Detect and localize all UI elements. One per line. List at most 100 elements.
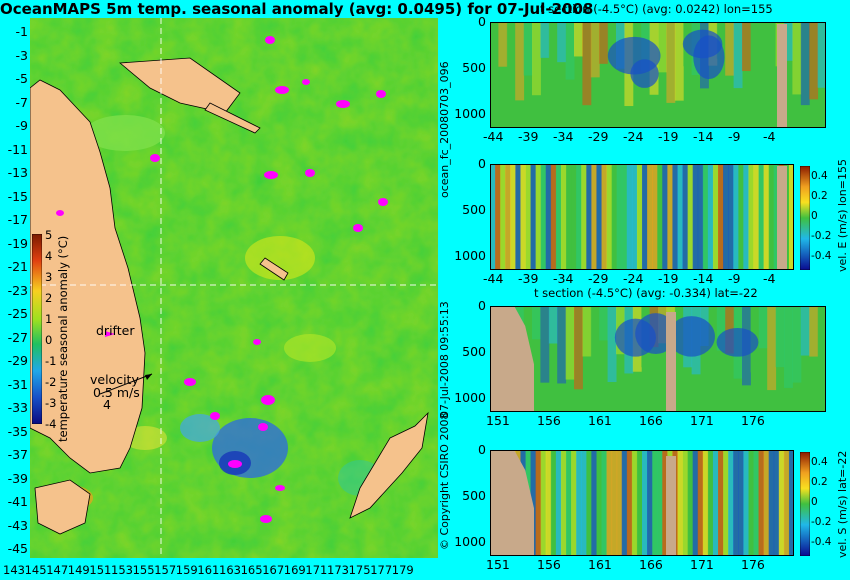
drifters[interactable]: [56, 36, 388, 523]
lon-tick-label: 179: [391, 563, 414, 577]
section-colorbar-tick: 0: [811, 496, 818, 508]
colorbar-tick-label: 3: [45, 270, 53, 284]
section-x-tick: 166: [639, 413, 663, 428]
section-x-tick: 171: [690, 413, 714, 428]
lat-tick-label: -31: [7, 376, 28, 392]
section-x-tick: -44: [483, 129, 504, 144]
lon-tick-label: 153: [111, 563, 133, 577]
lat-tick-label: -41: [7, 494, 28, 509]
section-depth-tick: 500: [462, 202, 486, 217]
section-x-tick: -4: [763, 271, 776, 286]
section-panel-4[interactable]: [490, 450, 794, 556]
anomaly-map[interactable]: [30, 18, 438, 558]
lat-tick-label: -3: [15, 47, 28, 63]
section-colorbar-tick: -0.4: [811, 250, 832, 262]
copyright-label: © Copyright CSIRO 2008: [438, 412, 451, 550]
lat-tick-label: -13: [7, 165, 28, 180]
lon-tick-label: 155: [132, 563, 155, 577]
section-depth-tick: 1000: [454, 534, 486, 549]
section-depth-tick: 1000: [454, 106, 486, 121]
lon-tick-label: 169: [283, 563, 306, 577]
lat-tick-label: -11: [7, 141, 28, 157]
colorbar-tick-label: 2: [45, 291, 53, 305]
section-colorbar-tick: -0.2: [811, 230, 832, 242]
section-x-tick: -29: [588, 129, 609, 144]
colorbar-label: temperature seasonal anomaly (°C): [56, 235, 70, 442]
section-colorbar-tick: 0.4: [811, 456, 828, 468]
drifter-label: drifter: [96, 323, 135, 338]
section-colorbar-tick: 0.2: [811, 190, 828, 202]
lon-tick-label: 151: [89, 563, 112, 577]
section-x-tick: -14: [693, 129, 714, 144]
section-colorbar-label: vel. S (m/s) lat=-22: [836, 450, 849, 558]
section-colorbar-tick: -0.4: [811, 536, 832, 548]
lon-tick-label: 177: [370, 563, 393, 577]
colorbar-tick-label: 1: [45, 312, 53, 326]
lon-tick-label: 145: [24, 563, 47, 577]
lat-tick-label: -7: [15, 94, 28, 110]
lat-tick-label: -9: [15, 118, 28, 133]
lon-tick-label: 161: [197, 563, 220, 577]
section-depth-tick: 0: [478, 298, 486, 313]
lon-tick-label: 143: [3, 563, 25, 577]
section-x-tick: -29: [588, 271, 609, 286]
section-colorbar-tick: 0: [811, 210, 818, 222]
section-x-tick: -19: [658, 271, 679, 286]
lon-tick-label: 147: [46, 563, 69, 577]
lat-tick-label: -43: [7, 517, 28, 533]
colorbar-tick-label: 0: [45, 333, 53, 347]
colorbar-tick-label: -2: [45, 375, 57, 389]
section-x-tick: -19: [658, 129, 679, 144]
land: [30, 57, 429, 535]
section-x-tick: -39: [518, 271, 539, 286]
section-x-tick: -34: [553, 271, 574, 286]
section-x-tick: 156: [537, 413, 561, 428]
section-depth-tick: 500: [462, 488, 486, 503]
section-title: t section (-4.5°C) (avg: 0.0242) lon=155: [540, 2, 773, 16]
lon-tick-label: 167: [262, 563, 285, 577]
section-x-tick: 176: [741, 413, 765, 428]
lat-tick-label: -15: [7, 188, 28, 204]
colorbar-tick-label: 5: [45, 228, 53, 242]
velocity-colorbar-south: [800, 452, 810, 556]
section-x-tick: 166: [639, 557, 663, 572]
lon-tick-label: 175: [348, 563, 371, 577]
lat-tick-label: -27: [7, 329, 28, 345]
section-panel-3[interactable]: [490, 306, 826, 412]
velocity-colorbar-east: [800, 166, 810, 270]
section-depth-tick: 1000: [454, 248, 486, 263]
lat-tick-label: -45: [7, 541, 28, 556]
section-x-tick: -9: [728, 129, 741, 144]
lat-tick-label: -29: [7, 353, 28, 368]
section-panel-2[interactable]: [490, 164, 794, 270]
velocity-arrow-icon: [99, 373, 153, 395]
section-panel-1[interactable]: [490, 22, 826, 128]
section-x-tick: -24: [623, 271, 644, 286]
section-x-tick: 161: [588, 413, 612, 428]
section-x-tick: -4: [763, 129, 776, 144]
section-x-tick: 176: [741, 557, 765, 572]
section-x-tick: -39: [518, 129, 539, 144]
section-depth-tick: 0: [478, 14, 486, 29]
lat-tick-label: -25: [7, 306, 28, 321]
section-x-tick: 151: [486, 413, 510, 428]
lat-tick-label: -21: [7, 259, 28, 274]
lon-tick-label: 163: [219, 563, 241, 577]
section-depth-tick: 0: [478, 442, 486, 457]
section-depth-tick: 500: [462, 344, 486, 359]
colorbar-tick-label: -4: [45, 417, 57, 431]
lon-tick-label: 165: [240, 563, 263, 577]
section-colorbar-tick: 0.2: [811, 476, 828, 488]
map-title: OceanMAPS 5m temp. seasonal anomaly (avg…: [0, 0, 594, 18]
section-x-tick: -34: [553, 129, 574, 144]
gridlines: [30, 18, 438, 558]
section-colorbar-label: vel. E (m/s) lon=155: [836, 159, 849, 272]
lat-tick-label: -17: [7, 212, 28, 227]
section-x-tick: -44: [483, 271, 504, 286]
section-x-tick: -24: [623, 129, 644, 144]
section-title: t section (-4.5°C) (avg: -0.334) lat=-22: [534, 286, 758, 300]
section-colorbar-tick: 0.4: [811, 170, 828, 182]
lat-tick-label: -5: [15, 71, 28, 86]
colorbar-tick-label: 4: [45, 249, 53, 263]
lon-tick-label: 157: [154, 563, 177, 577]
